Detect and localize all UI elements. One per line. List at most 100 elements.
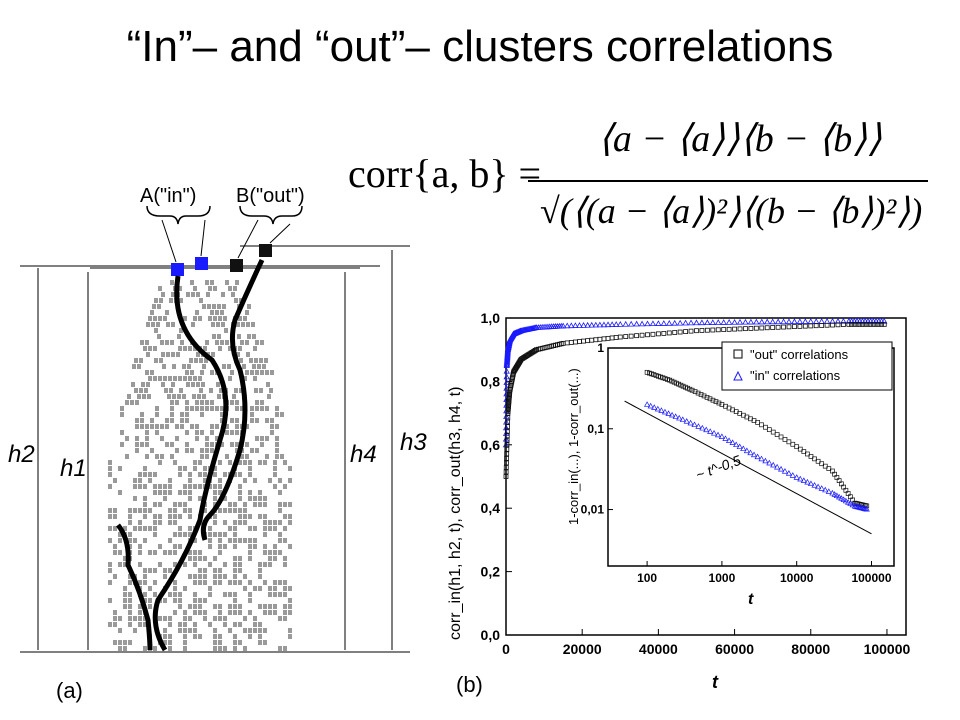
cluster-cell	[218, 634, 222, 639]
cluster-cell	[143, 574, 147, 579]
out-point	[868, 321, 874, 327]
cluster-cell	[254, 388, 258, 393]
cluster-cell	[193, 580, 197, 585]
cluster-cell	[233, 646, 237, 651]
cluster-cell	[183, 532, 187, 537]
cluster-cell	[273, 580, 277, 585]
cluster-cell	[178, 466, 182, 471]
cluster-cell	[185, 370, 189, 375]
cluster-cell	[173, 520, 177, 525]
cluster-cell	[278, 580, 282, 585]
in-point	[572, 322, 579, 328]
inset-out-point	[822, 463, 828, 469]
cluster-cell	[255, 370, 259, 375]
cluster-cell	[176, 352, 180, 357]
cluster-cell	[143, 472, 147, 477]
cluster-cell	[235, 430, 239, 435]
cluster-cell	[235, 424, 239, 429]
formula-lhs: corr{a, b} =	[348, 151, 542, 196]
cluster-cell	[143, 592, 147, 597]
cluster-cell	[108, 460, 112, 465]
cluster-cell	[278, 502, 282, 507]
cluster-cell	[128, 508, 132, 513]
inset-in-point	[781, 467, 789, 474]
cluster-cell	[193, 550, 197, 555]
cluster-cell	[240, 454, 244, 459]
cluster-cell	[140, 340, 144, 345]
cluster-cell	[108, 562, 112, 567]
cluster-cell	[203, 478, 207, 483]
cluster-cell	[170, 406, 174, 411]
cluster-cell	[268, 526, 272, 531]
cluster-cell	[128, 610, 132, 615]
cluster-cell	[217, 304, 221, 309]
cluster-cell	[218, 316, 222, 321]
cluster-cell	[160, 340, 164, 345]
inset-xtick-label: 100	[637, 571, 657, 585]
cluster-cell	[259, 358, 263, 363]
cluster-cell	[210, 448, 214, 453]
out-point	[505, 415, 511, 421]
cluster-cell	[173, 586, 177, 591]
inset-out-point	[815, 458, 821, 464]
cluster-cell	[213, 514, 217, 519]
cluster-cell	[168, 508, 172, 513]
cluster-cell	[243, 514, 247, 519]
cluster-cell	[218, 508, 222, 513]
cluster-cell	[253, 376, 257, 381]
cluster-cell	[150, 424, 154, 429]
inset-in-point	[658, 407, 665, 413]
cluster-cell	[175, 400, 179, 405]
cluster-cell	[213, 616, 217, 621]
cluster-cell	[171, 322, 175, 327]
cluster-cell	[248, 598, 252, 603]
cluster-cell	[128, 532, 132, 537]
cluster-cell	[188, 508, 192, 513]
cluster-cell	[183, 316, 187, 321]
cluster-cell	[218, 640, 222, 645]
out-point	[846, 321, 852, 327]
cluster-cell	[113, 514, 117, 519]
inset-in-point	[845, 499, 852, 505]
cluster-cell	[216, 382, 220, 387]
cluster-cell	[183, 508, 187, 513]
in-point	[633, 320, 640, 327]
cluster-cell	[238, 556, 242, 561]
cluster-cell	[159, 358, 163, 363]
in-point	[600, 321, 608, 328]
cluster-cell	[268, 556, 272, 561]
main-xtick-label: 60000	[715, 641, 754, 657]
cluster-cell	[213, 580, 217, 585]
inset-in-point	[797, 475, 804, 482]
cluster-cell	[196, 352, 200, 357]
cluster-cell	[140, 442, 144, 447]
cluster-cell	[193, 376, 197, 381]
cluster-cell	[213, 568, 217, 573]
cluster-cell	[228, 538, 232, 543]
cluster-cell	[219, 388, 223, 393]
cluster-cell	[233, 520, 237, 525]
cluster-cell	[208, 526, 212, 531]
cluster-cell	[218, 568, 222, 573]
cluster-cell	[143, 622, 147, 627]
cluster-cell	[170, 442, 174, 447]
cluster-cell	[213, 490, 217, 495]
cluster-cell	[120, 442, 124, 447]
cluster-cell	[165, 310, 169, 315]
cluster-cell	[199, 388, 203, 393]
cluster-cell	[255, 400, 259, 405]
cluster-cell	[186, 292, 190, 297]
cluster-cell	[263, 526, 267, 531]
cluster-cell	[193, 574, 197, 579]
cluster-cell	[246, 322, 250, 327]
cluster-cell	[228, 502, 232, 507]
cluster-cell	[203, 508, 207, 513]
cluster-cell	[203, 346, 207, 351]
cluster-cell	[178, 592, 182, 597]
cluster-cell	[228, 628, 232, 633]
in-point	[747, 318, 755, 325]
cluster-cell	[273, 544, 277, 549]
cluster-cell	[223, 508, 227, 513]
cluster-cell	[213, 520, 217, 525]
cluster-cell	[162, 364, 166, 369]
